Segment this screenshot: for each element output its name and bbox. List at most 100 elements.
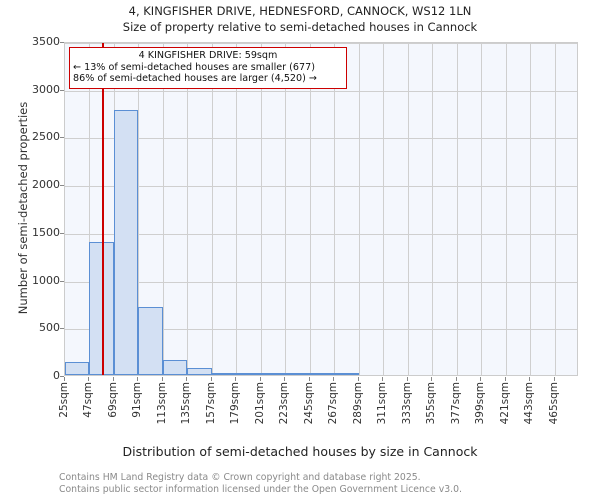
gridline-vertical [285, 43, 287, 375]
x-axis-tick-mark [112, 377, 114, 381]
x-axis-tick-mark [333, 377, 335, 381]
histogram-bar [211, 372, 237, 375]
x-axis-tick-mark [235, 377, 237, 381]
y-axis-tick-mark [60, 42, 64, 43]
x-axis-tick-label: 135sqm [180, 382, 193, 425]
gridline-vertical [432, 43, 434, 375]
plot-area [64, 42, 578, 376]
annotation-line-3: 86% of semi-detached houses are larger (… [73, 73, 317, 85]
x-axis-tick-mark [529, 377, 531, 381]
gridline-vertical [260, 43, 262, 375]
y-axis-ticks: 0 500 1000 1500 2000 2500 3000 3500 [0, 0, 64, 500]
x-axis-tick-label: 311sqm [376, 382, 389, 425]
bar-series [65, 43, 577, 375]
x-axis-tick-label: 333sqm [400, 382, 413, 425]
y-axis-tick-label: 1000 [32, 273, 60, 287]
x-axis-tick-label: 69sqm [106, 382, 119, 418]
x-axis-tick-label: 91sqm [131, 382, 144, 418]
x-axis-tick-label: 157sqm [204, 382, 217, 425]
x-axis-tick-label: 47sqm [82, 382, 95, 418]
gridline-vertical [554, 43, 556, 375]
gridline-horizontal [65, 138, 577, 140]
x-axis-tick-label: 113sqm [155, 382, 168, 425]
histogram-bar [89, 242, 114, 375]
x-axis-tick-label: 355sqm [425, 382, 438, 425]
x-axis-tick-mark [186, 377, 188, 381]
x-axis-tick-mark [259, 377, 261, 381]
histogram-bar [334, 373, 359, 375]
x-axis-tick-label: 443sqm [523, 382, 536, 425]
y-axis-tick-label: 2000 [32, 178, 60, 192]
page-title: 4, KINGFISHER DRIVE, HEDNESFORD, CANNOCK… [128, 4, 472, 18]
x-axis-tick-mark [431, 377, 433, 381]
gridline-horizontal [65, 329, 577, 331]
x-axis-tick-label: 399sqm [474, 382, 487, 425]
y-axis-tick-mark [60, 376, 64, 377]
gridline-horizontal [65, 90, 577, 92]
x-axis-tick-label: 267sqm [327, 382, 340, 425]
page-subtitle: Size of property relative to semi-detach… [122, 20, 478, 34]
gridline-vertical [505, 43, 507, 375]
x-axis-tick-label: 465sqm [547, 382, 560, 425]
property-annotation-box: 4 KINGFISHER DRIVE: 59sqm ← 13% of semi-… [69, 47, 347, 89]
x-axis-tick-label: 245sqm [302, 382, 315, 425]
histogram-bar [162, 360, 188, 375]
histogram-bar [187, 368, 212, 375]
x-axis-tick-label: 201sqm [253, 382, 266, 425]
gridline-vertical [407, 43, 409, 375]
y-axis-tick-label: 3000 [32, 82, 60, 96]
gridline-horizontal [65, 281, 577, 283]
histogram-bar [65, 361, 90, 375]
x-axis-tick-mark [357, 377, 359, 381]
gridline-vertical [89, 43, 91, 375]
histogram-bar [138, 307, 163, 375]
y-axis-tick-mark [60, 328, 64, 330]
gridline-vertical [138, 43, 140, 375]
histogram-bar [309, 373, 335, 375]
footer-line-1: Contains HM Land Registry data © Crown c… [59, 472, 421, 483]
x-axis-tick-mark [88, 377, 90, 381]
x-axis-tick-mark [553, 377, 555, 381]
y-axis-tick-mark [60, 280, 64, 282]
x-axis-tick-mark [64, 377, 65, 381]
y-axis-tick-mark [60, 89, 64, 91]
footer-line-2: Contains public sector information licen… [59, 483, 462, 495]
x-axis-tick-label: 25sqm [58, 382, 70, 418]
gridline-vertical [236, 43, 238, 375]
x-axis-tick-mark [308, 377, 310, 381]
x-axis-tick-label: 179sqm [229, 382, 242, 425]
gridline-vertical [211, 43, 213, 375]
x-axis-tick-mark [406, 377, 408, 381]
histogram-bar [113, 109, 139, 375]
gridline-vertical [481, 43, 483, 375]
gridline-vertical [530, 43, 532, 375]
gridline-vertical [456, 43, 458, 375]
gridline-horizontal [65, 186, 577, 188]
x-axis-tick-mark [455, 377, 457, 381]
y-axis-tick-label: 500 [39, 321, 60, 335]
x-axis-tick-mark [504, 377, 506, 381]
histogram-bar [236, 373, 261, 375]
y-axis-tick-label: 2500 [32, 130, 60, 144]
annotation-line-1: 4 KINGFISHER DRIVE: 59sqm [138, 50, 278, 61]
gridline-vertical [334, 43, 336, 375]
property-size-marker-line [101, 43, 104, 375]
x-axis-title: Distribution of semi-detached houses by … [122, 444, 478, 459]
y-axis-tick-label: 3500 [32, 35, 60, 48]
y-axis-tick-mark [60, 185, 64, 187]
annotation-line-2: ← 13% of semi-detached houses are smalle… [73, 61, 315, 73]
footer-attribution: Contains HM Land Registry data © Crown c… [59, 472, 599, 495]
x-axis-tick-label: 289sqm [351, 382, 364, 425]
gridline-vertical [383, 43, 385, 375]
x-axis-tick-label: 223sqm [278, 382, 291, 425]
gridline-vertical [309, 43, 311, 375]
gridline-vertical [187, 43, 189, 375]
histogram-bar [285, 373, 310, 375]
x-axis-tick-label: 421sqm [498, 382, 511, 425]
x-axis-tick-mark [210, 377, 212, 381]
x-axis-tick-mark [382, 377, 384, 381]
gridline-vertical [358, 43, 360, 375]
y-axis-tick-mark [60, 232, 64, 234]
